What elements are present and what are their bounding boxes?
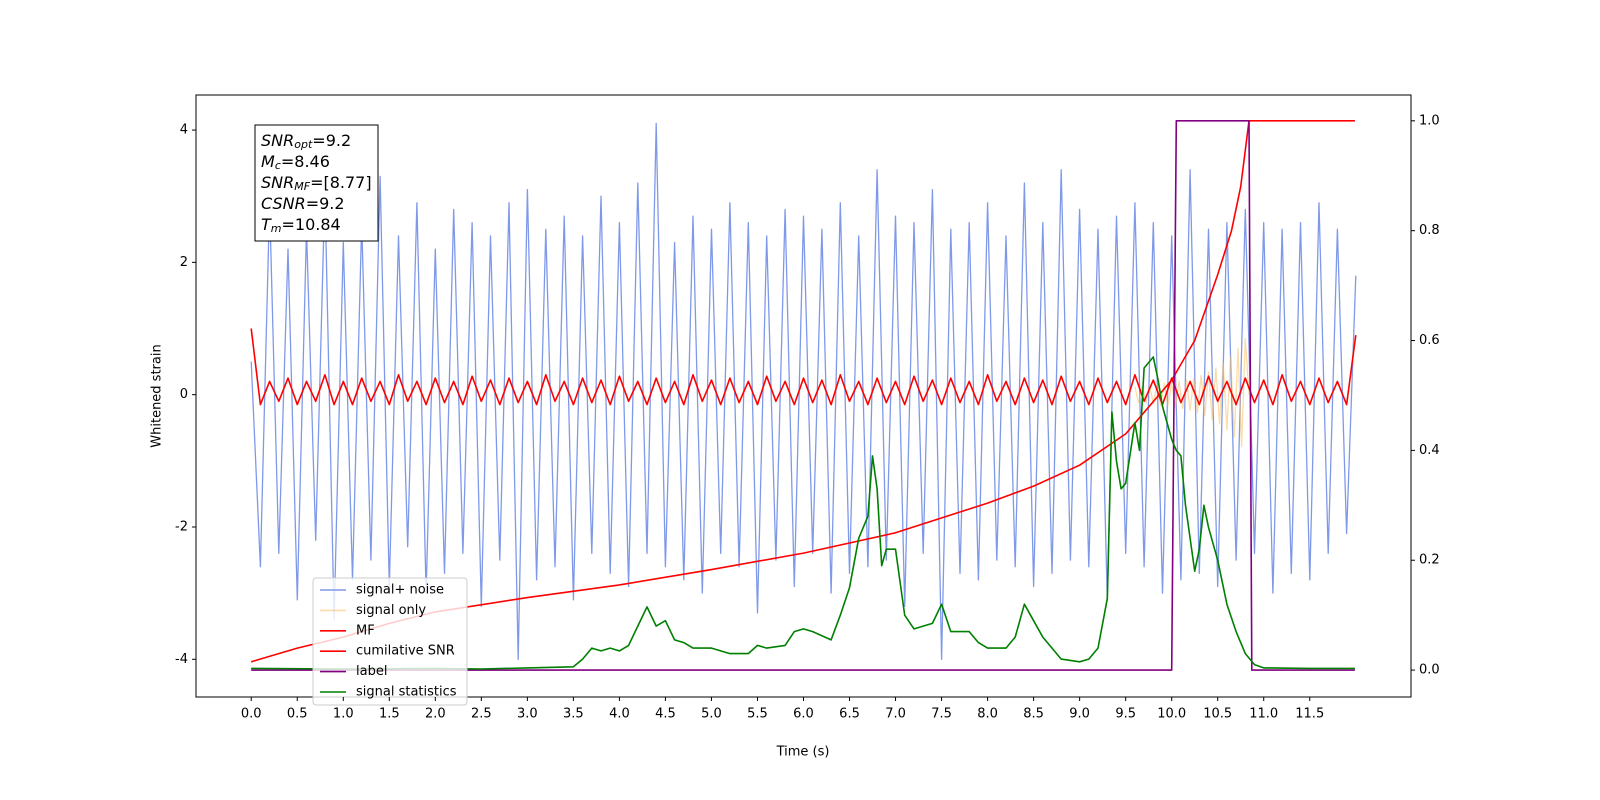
x-tick-label: 0.5 — [287, 707, 308, 722]
legend-label: MF — [356, 623, 375, 638]
annotation-value: =9.2 — [306, 194, 345, 213]
annotation-symbol: SNR — [261, 131, 294, 150]
annotation-value: =10.84 — [282, 215, 341, 234]
x-tick-label: 7.0 — [885, 707, 906, 722]
legend-label: signal statistics — [356, 685, 457, 700]
y2-tick-label: 1.0 — [1419, 113, 1440, 128]
annotation-value: =[8.77] — [310, 173, 372, 192]
annotation-frame — [254, 124, 379, 242]
x-tick-label: 11.5 — [1295, 707, 1324, 722]
annotation-subscript: c — [275, 159, 281, 172]
x-tick-label: 9.5 — [1115, 707, 1136, 722]
annotation-line: SNRMF=[8.77] — [261, 173, 372, 194]
x-tick-label: 0.0 — [241, 707, 262, 722]
x-tick-label: 4.5 — [655, 707, 676, 722]
annotation-symbol: SNR — [261, 173, 294, 192]
x-tick-label: 7.5 — [931, 707, 952, 722]
y2-tick-label: 0.6 — [1419, 333, 1440, 348]
x-tick-label: 5.5 — [747, 707, 768, 722]
x-tick-label: 4.0 — [609, 707, 630, 722]
x-tick-label: 8.5 — [1023, 707, 1044, 722]
x-axis-label: Time (s) — [776, 745, 830, 760]
legend-frame — [312, 577, 468, 706]
x-tick-label: 10.5 — [1203, 707, 1232, 722]
y-axis-label: Whitened strain — [150, 344, 165, 447]
x-tick-label: 2.0 — [425, 707, 446, 722]
y-tick-label: -4 — [175, 652, 188, 667]
x-tick-label: 9.0 — [1069, 707, 1090, 722]
annotation-symbol: CSNR — [261, 194, 306, 213]
y-tick-label: 0 — [180, 387, 188, 402]
x-tick-label: 6.0 — [793, 707, 814, 722]
annotation-subscript: opt — [294, 138, 313, 151]
x-tick-label: 1.5 — [379, 707, 400, 722]
legend-label: label — [356, 664, 387, 679]
annotation-line: Tm=10.84 — [261, 215, 341, 236]
x-tick-label: 11.0 — [1249, 707, 1278, 722]
annotation-subscript: MF — [294, 180, 310, 193]
annotation-subscript: m — [271, 222, 282, 235]
annotation-line: Mc=8.46 — [261, 152, 330, 173]
series-line — [251, 356, 1355, 670]
annotation-value: =9.2 — [312, 131, 351, 150]
y2-tick-label: 0.2 — [1419, 553, 1440, 568]
annotation-symbol: T — [261, 215, 272, 234]
x-tick-label: 3.0 — [517, 707, 538, 722]
x-tick-label: 10.0 — [1157, 707, 1186, 722]
x-tick-label: 3.5 — [563, 707, 584, 722]
x-tick-label: 6.5 — [839, 707, 860, 722]
legend-label: signal+ noise — [356, 583, 444, 598]
annotation-line: SNRopt=9.2 — [261, 131, 351, 152]
legend-label: cumilative SNR — [356, 644, 455, 659]
y-tick-label: 4 — [180, 123, 188, 138]
annotation-value: =8.46 — [281, 152, 330, 171]
series-line — [250, 122, 1357, 660]
x-tick-label: 1.0 — [333, 707, 354, 722]
legend: signal+ noise signal only MF cumilative SNR… — [312, 577, 468, 706]
x-tick-label: 8.0 — [977, 707, 998, 722]
annotation-line: CSNR=9.2 — [261, 194, 345, 213]
y-tick-label: 2 — [180, 255, 188, 270]
annotation-box: SNRopt=9.2Mc=8.46SNRMF=[8.77]CSNR=9.2Tm=… — [254, 124, 379, 242]
y2-tick-label: 0.8 — [1419, 223, 1440, 238]
annotation-symbol: M — [261, 152, 275, 171]
x-tick-label: 2.5 — [471, 707, 492, 722]
y2-tick-label: 0.0 — [1419, 663, 1440, 678]
y2-tick-label: 0.4 — [1419, 443, 1440, 458]
series-line — [250, 328, 1357, 406]
series-line — [251, 120, 1355, 671]
x-tick-label: 5.0 — [701, 707, 722, 722]
y-tick-label: -2 — [175, 519, 188, 534]
legend-label: signal only — [356, 603, 426, 618]
